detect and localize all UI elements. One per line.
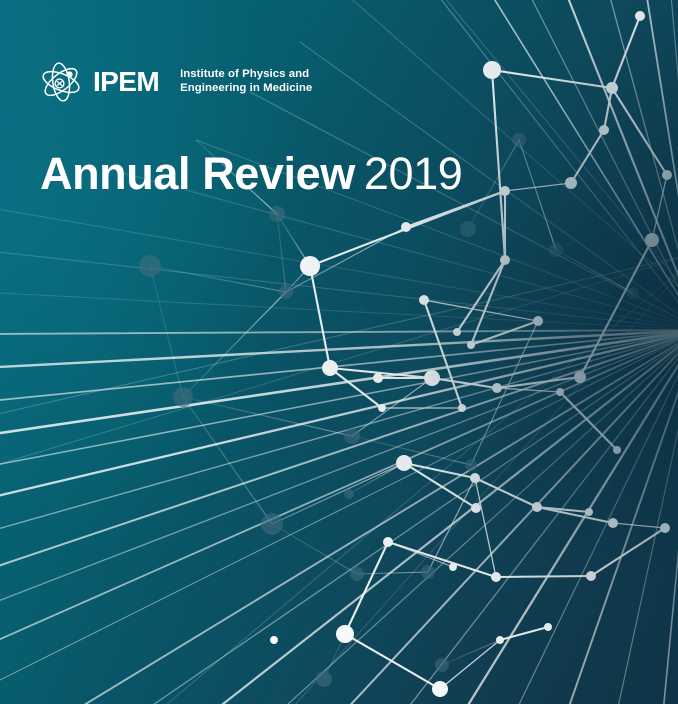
ipem-atom-icon — [42, 62, 80, 102]
title-main: Annual Review — [40, 148, 355, 200]
ipem-strapline: Institute of Physics and Engineering in … — [180, 68, 313, 94]
title-year: 2019 — [363, 148, 463, 200]
ipem-wordmark: IPEM — [93, 66, 160, 97]
logo-divider — [169, 67, 170, 97]
ipem-logo: IPEM Institute of Physics and Engineerin… — [38, 59, 312, 105]
page-title: Annual Review 2019 — [40, 148, 463, 200]
